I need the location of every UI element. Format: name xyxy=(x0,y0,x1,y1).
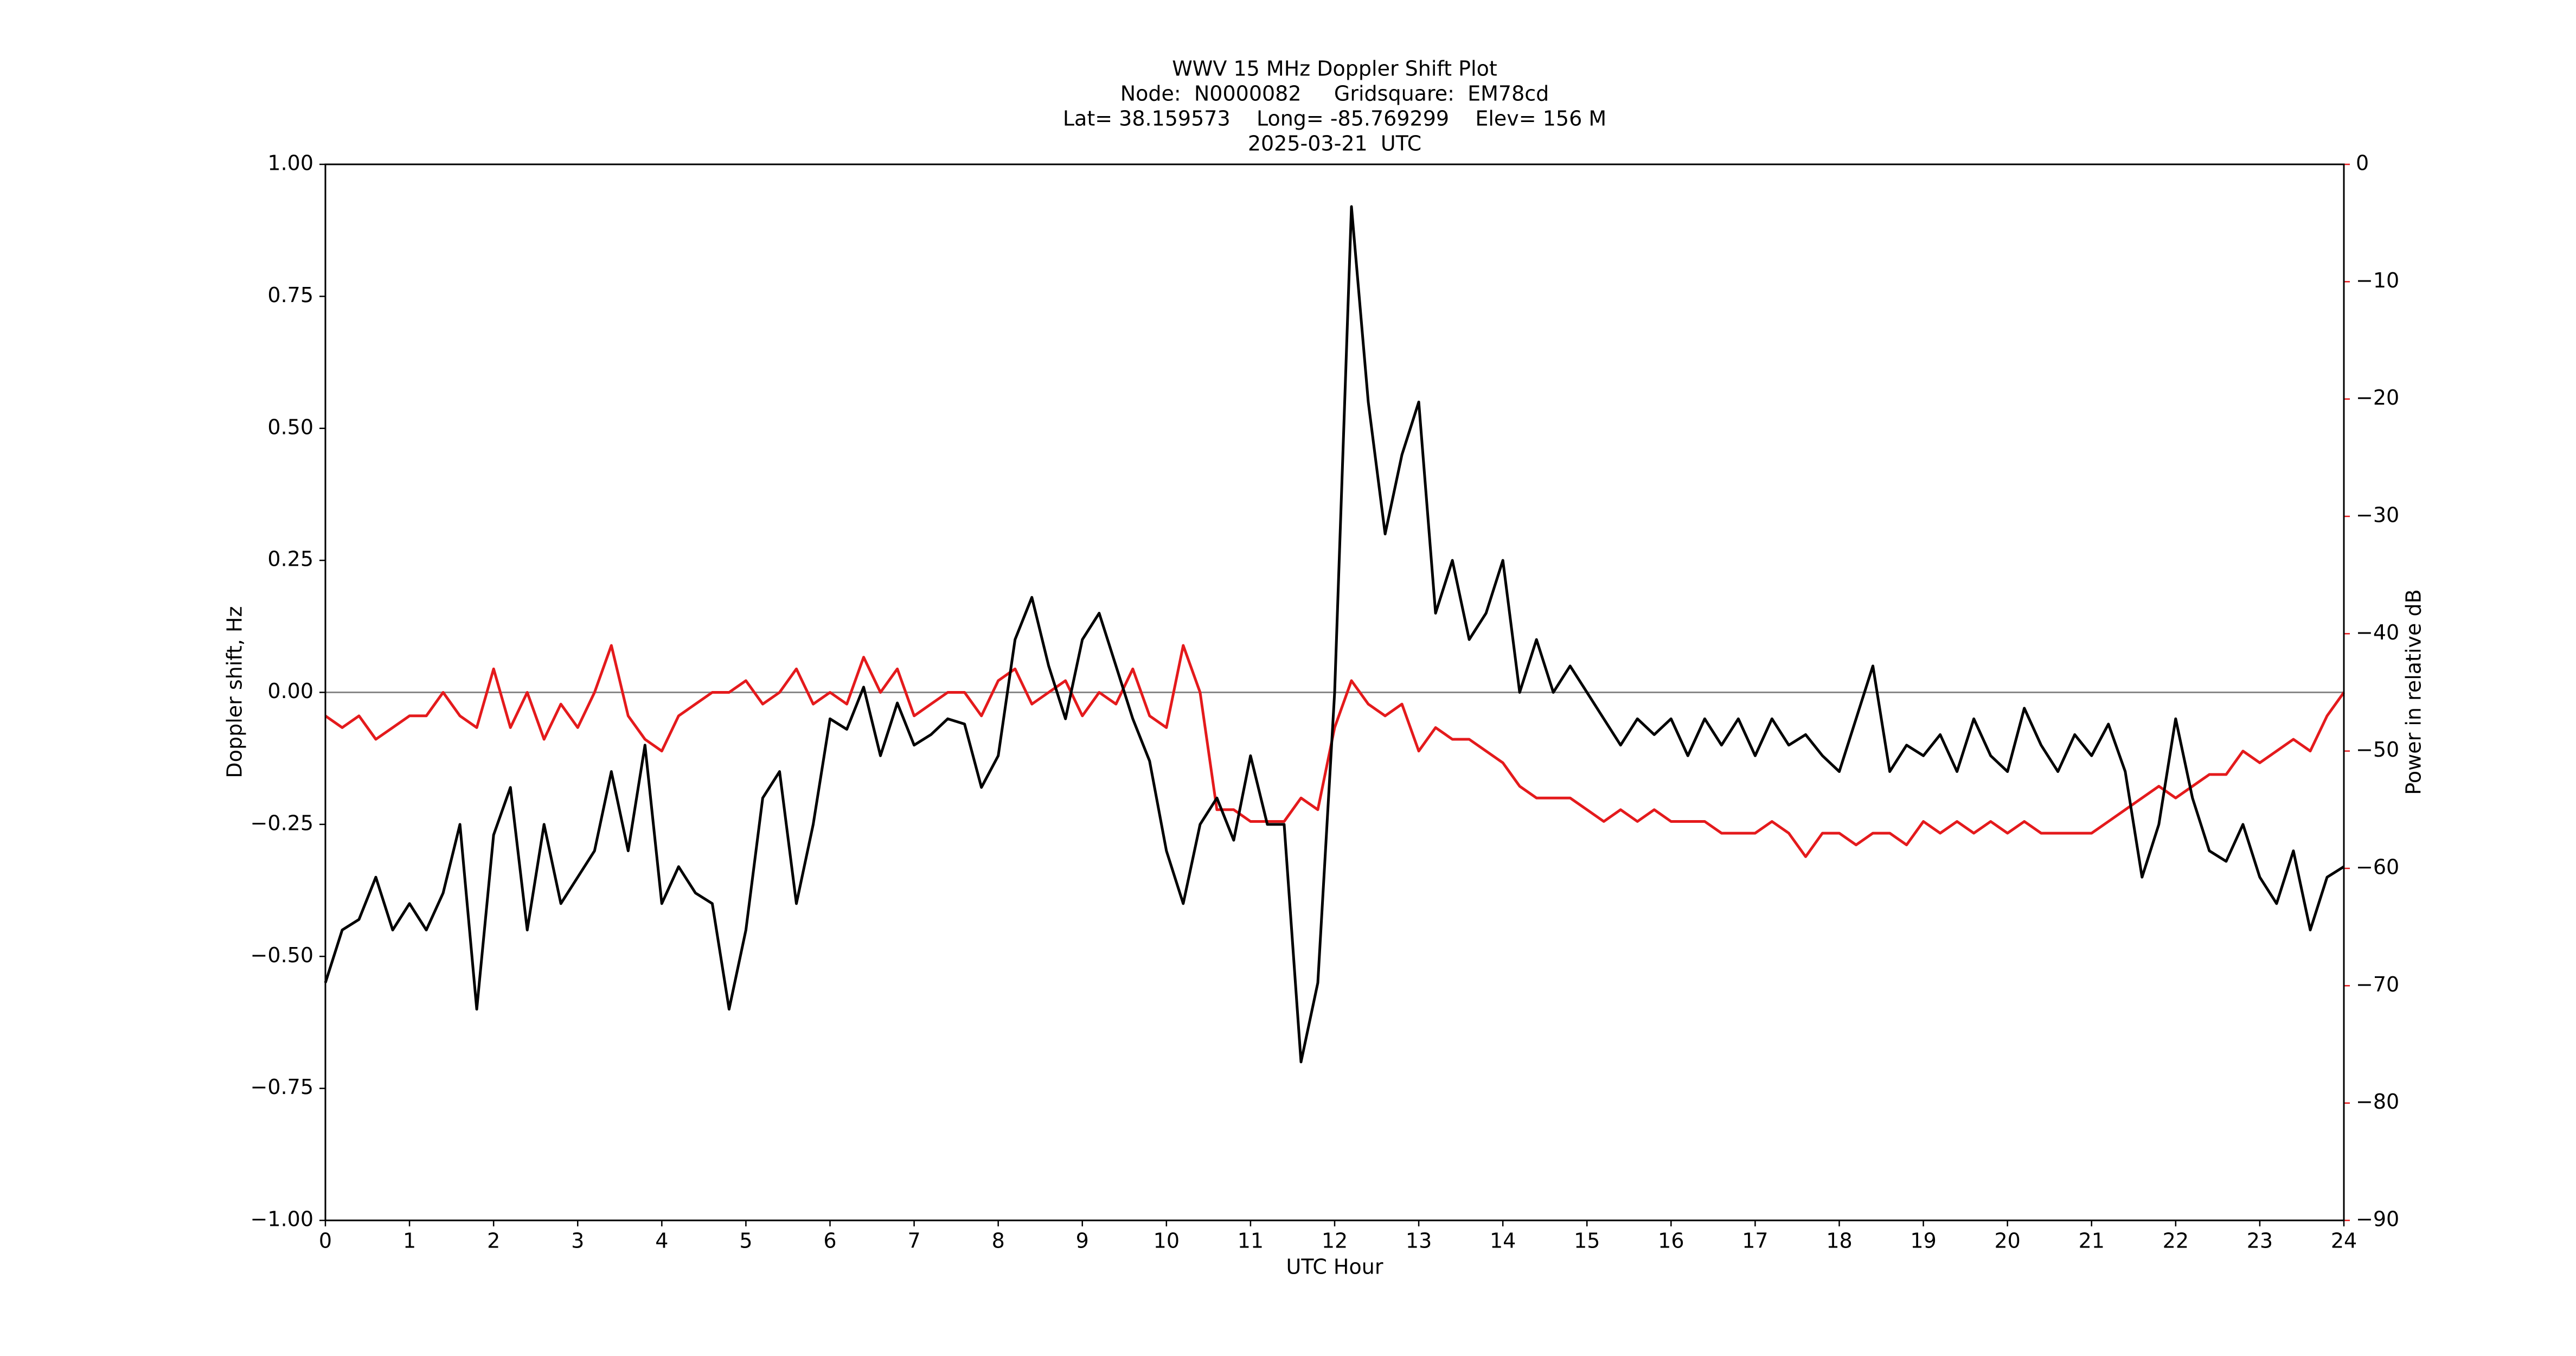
chart-title: WWV 15 MHz Doppler Shift Plot xyxy=(1172,57,1497,81)
x-tick-label: 5 xyxy=(739,1229,752,1253)
x-axis-label: UTC Hour xyxy=(1286,1255,1383,1279)
x-tick-label: 20 xyxy=(1994,1229,2020,1253)
x-tick-label: 2 xyxy=(487,1229,500,1253)
y2-tick-label: −10 xyxy=(2356,268,2399,292)
y2-tick-label: −30 xyxy=(2356,503,2399,527)
x-tick-label: 22 xyxy=(2163,1229,2189,1253)
chart-subtitle: 2025-03-21 UTC xyxy=(1248,132,1421,156)
x-tick-label: 3 xyxy=(571,1229,584,1253)
x-tick-label: 23 xyxy=(2247,1229,2273,1253)
x-tick-label: 13 xyxy=(1406,1229,1432,1253)
y-tick-label: −0.25 xyxy=(251,811,313,835)
plot-frame xyxy=(324,163,2345,1221)
chart-subtitle: Node: N0000082 Gridsquare: EM78cd xyxy=(1120,82,1549,106)
chart-subtitle: Lat= 38.159573 Long= -85.769299 Elev= 15… xyxy=(1063,107,1606,131)
x-tick-label: 21 xyxy=(2079,1229,2105,1253)
x-tick-label: 4 xyxy=(655,1229,668,1253)
x-tick-label: 9 xyxy=(1076,1229,1089,1253)
x-tick-label: 8 xyxy=(992,1229,1005,1253)
y2-tick-label: −70 xyxy=(2356,973,2399,996)
y2-tick-label: −80 xyxy=(2356,1090,2399,1114)
y-axis-label: Doppler shift, Hz xyxy=(223,606,247,778)
x-tick-label: 19 xyxy=(1910,1229,1936,1253)
y2-tick-label: −20 xyxy=(2356,386,2399,410)
y2-tick-label: −90 xyxy=(2356,1207,2399,1231)
y-tick-label: 0.00 xyxy=(267,679,313,703)
x-tick-label: 18 xyxy=(1826,1229,1852,1253)
x-tick-label: 11 xyxy=(1238,1229,1264,1253)
x-tick-label: 24 xyxy=(2331,1229,2357,1253)
data-line xyxy=(324,205,2345,1064)
y-tick-label: 0.25 xyxy=(267,547,313,571)
x-tick-label: 7 xyxy=(907,1229,920,1253)
x-tick-label: 16 xyxy=(1658,1229,1684,1253)
x-tick-label: 0 xyxy=(319,1229,332,1253)
x-tick-label: 12 xyxy=(1322,1229,1348,1253)
y2-tick-label: 0 xyxy=(2356,151,2369,175)
y-tick-label: 0.50 xyxy=(267,415,313,439)
y2-tick-label: −60 xyxy=(2356,855,2399,879)
x-tick-label: 15 xyxy=(1574,1229,1600,1253)
x-tick-label: 14 xyxy=(1490,1229,1516,1253)
y2-tick-label: −40 xyxy=(2356,621,2399,644)
y2-tick-label: −50 xyxy=(2356,738,2399,762)
y-tick-label: −1.00 xyxy=(251,1207,313,1231)
y-tick-label: −0.75 xyxy=(251,1075,313,1099)
x-tick-label: 10 xyxy=(1154,1229,1180,1253)
x-tick-label: 1 xyxy=(403,1229,416,1253)
y-tick-label: 0.75 xyxy=(267,283,313,307)
y2-axis-label: Power in relative dB xyxy=(2402,589,2426,795)
y-tick-label: −0.50 xyxy=(251,943,313,967)
y-tick-label: 1.00 xyxy=(267,151,313,175)
x-tick-label: 6 xyxy=(823,1229,836,1253)
x-tick-label: 17 xyxy=(1742,1229,1768,1253)
data-line xyxy=(324,644,2346,858)
